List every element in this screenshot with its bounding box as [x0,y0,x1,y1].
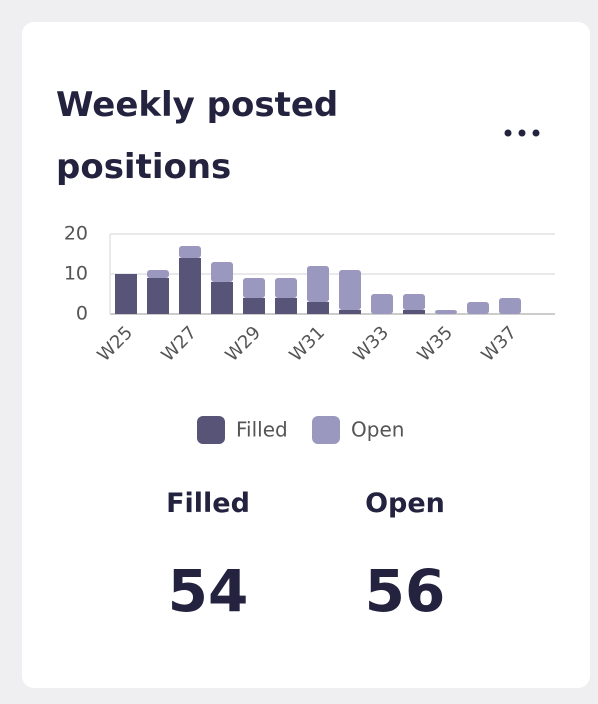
more-menu[interactable] [502,126,542,142]
x-tick-label: W25 [93,322,137,366]
card: Weekly posted positions Filled 54 Open 5… [22,22,590,688]
bar-segment [435,310,457,314]
legend-label: Open [351,418,404,442]
stat-filled: Filled 54 [108,488,308,625]
bar-segment [499,298,521,314]
stat-value: 56 [364,557,446,625]
legend-swatch [312,416,340,444]
card-title: Weekly posted positions [56,85,339,187]
legend-swatch [197,416,225,444]
x-tick-label: W35 [413,322,457,366]
bar-segment [211,262,233,282]
bar-segment [339,270,361,310]
bar-segment [115,274,137,314]
stat-label: Filled [166,488,250,519]
stat-open: Open 56 [305,488,505,625]
x-tick-label: W29 [221,322,265,366]
bar-segment [243,278,265,298]
bar-segment [403,310,425,314]
bar-segment [371,294,393,314]
chart: 0 10 20 W25 W27 W29 W31 W33 W35 W37 Filled Open [64,223,555,444]
bar-segment [179,246,201,258]
bar-segment [275,298,297,314]
x-tick-label: W31 [285,322,329,366]
x-tick-label: W37 [477,322,521,366]
y-tick-label: 0 [76,303,88,325]
x-tick-label: W33 [349,322,393,366]
bar-segment [403,294,425,310]
legend-label: Filled [236,418,288,442]
y-tick-label: 20 [64,223,88,245]
stat-label: Open [365,488,445,519]
bar-segment [307,266,329,302]
x-tick-label: W27 [157,322,201,366]
bar-segment [179,258,201,314]
bar-segment [211,282,233,314]
bar-segment [243,298,265,314]
y-tick-label: 10 [64,263,88,285]
stat-value: 54 [167,557,249,625]
bar-segment [275,278,297,298]
bar-segment [307,302,329,314]
bar-segment [467,302,489,314]
bar-segment [339,310,361,314]
bar-segment [147,270,169,278]
bar-segment [147,278,169,314]
